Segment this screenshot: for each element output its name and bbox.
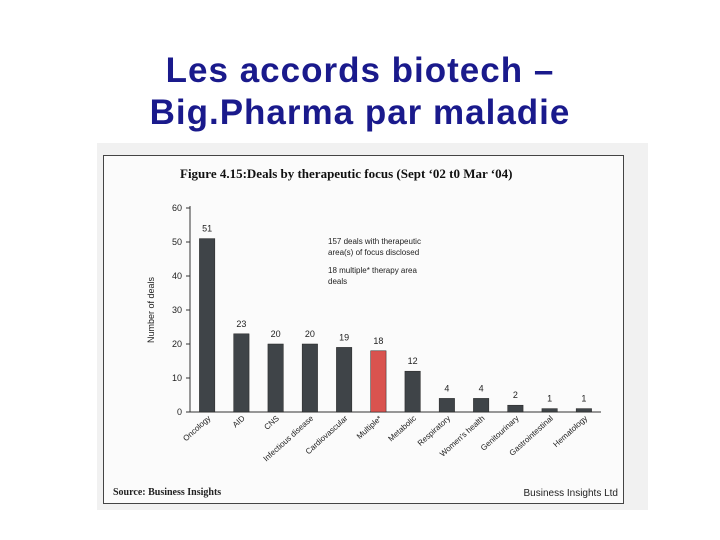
bar	[267, 343, 284, 413]
bar	[507, 404, 524, 413]
slide-title: Les accords biotech – Big.Pharma par mal…	[0, 50, 720, 134]
title-line-2: Big.Pharma par maladie	[149, 93, 571, 132]
bar-value-label: 4	[479, 383, 484, 393]
bar-value-label: 2	[513, 390, 518, 400]
y-tick-label: 30	[172, 305, 182, 315]
y-tick-label: 50	[172, 237, 182, 247]
category-label: Oncology	[181, 414, 212, 443]
figure-caption-prefix: Figure 4.15:	[180, 166, 247, 181]
annotation-line: 157 deals with therapeutic	[328, 237, 421, 246]
y-tick-label: 40	[172, 271, 182, 281]
annotation-block: 157 deals with therapeutic area(s) of foc…	[328, 237, 421, 286]
y-axis-label: Number of deals	[146, 276, 156, 343]
figure-publisher: Business Insights Ltd	[524, 488, 619, 499]
category-label: Hematology	[551, 414, 589, 449]
annotation-line: 18 multiple* therapy area	[328, 266, 417, 275]
bar-value-label: 1	[581, 394, 586, 404]
bar	[404, 370, 421, 413]
category-label: AID	[231, 414, 247, 430]
category-label: Multiple*	[355, 414, 384, 441]
y-tick-label: 20	[172, 339, 182, 349]
bar	[301, 343, 318, 413]
bar-value-label: 51	[202, 224, 212, 234]
figure-caption-text: Deals by therapeutic focus (Sept ‘02 t0 …	[247, 166, 513, 181]
figure-frame: Figure 4.15:Deals by therapeutic focus (…	[103, 155, 624, 504]
figure-scan: Figure 4.15:Deals by therapeutic focus (…	[97, 143, 648, 510]
bar-value-label: 23	[236, 319, 246, 329]
bar-value-label: 19	[339, 332, 349, 342]
y-tick-label: 60	[172, 203, 182, 213]
y-tick-label: 10	[172, 373, 182, 383]
bar-value-label: 20	[305, 329, 315, 339]
annotation-line: deals	[328, 277, 347, 286]
bar-value-label: 18	[373, 336, 383, 346]
bar	[473, 398, 490, 413]
bar	[233, 333, 250, 413]
category-label: Respiratory	[416, 414, 452, 448]
y-tick-label: 0	[177, 407, 182, 417]
bar-value-label: 4	[444, 383, 449, 393]
category-label: Metabolic	[386, 414, 417, 444]
category-label: CNS	[262, 414, 281, 432]
bar-chart: Figure 4.15:Deals by therapeutic focus (…	[113, 166, 619, 499]
annotation-line: area(s) of focus disclosed	[328, 248, 419, 257]
figure-source: Source: Business Insights	[113, 487, 221, 498]
y-axis: 0 10 20 30 40 50 60 Number of deals	[146, 203, 601, 417]
bar-value-label: 20	[271, 329, 281, 339]
bar-value-label: 12	[408, 356, 418, 366]
bar	[199, 238, 216, 413]
bar	[575, 408, 592, 413]
bar	[541, 408, 558, 413]
bar	[438, 398, 455, 413]
figure-caption: Figure 4.15:Deals by therapeutic focus (…	[180, 166, 512, 181]
bar	[370, 350, 387, 413]
bar	[336, 347, 353, 413]
title-line-1: Les accords biotech –	[165, 51, 555, 90]
bar-value-label: 1	[547, 394, 552, 404]
